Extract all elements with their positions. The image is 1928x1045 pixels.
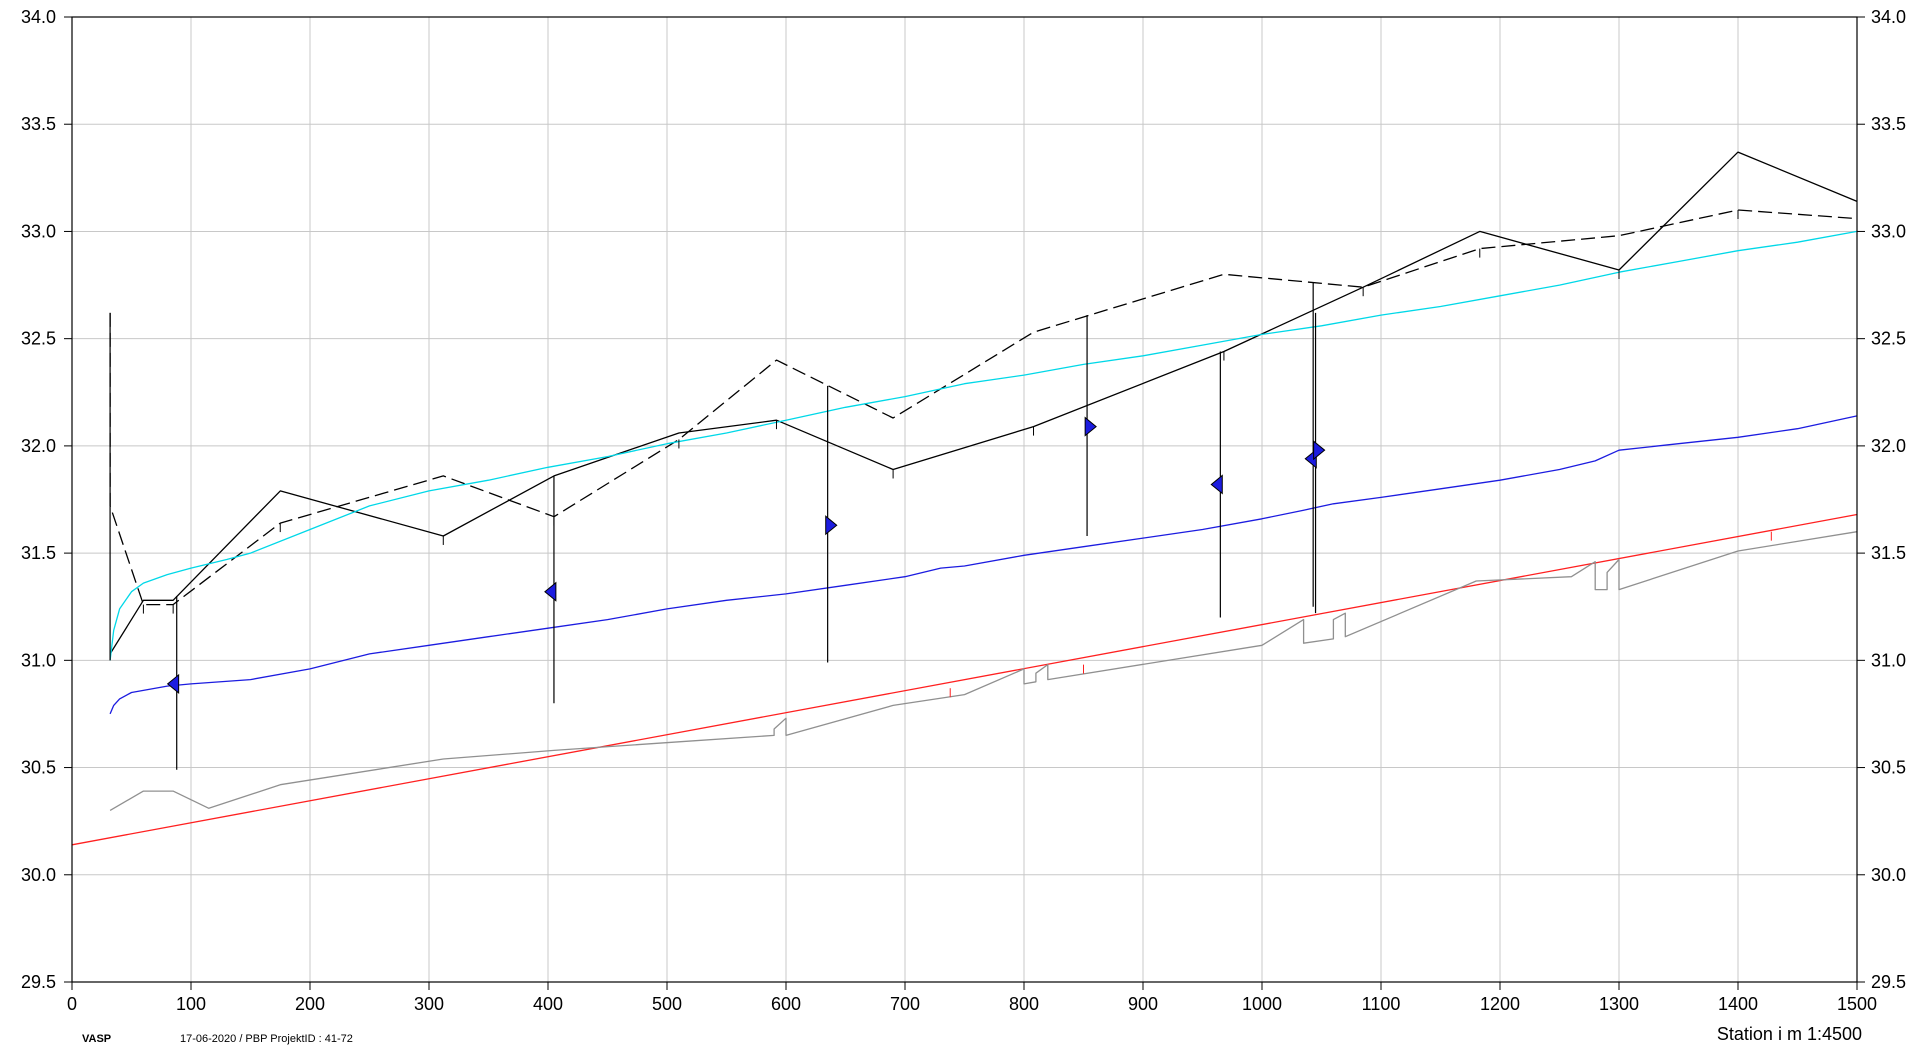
y-tick-label-left: 33.5 xyxy=(21,114,56,134)
footer-info-label: 17-06-2020 / PBP ProjektID : 41-72 xyxy=(180,1033,353,1045)
vertical-lines-group xyxy=(109,282,1317,770)
x-axis-title: Station i m 1:4500 xyxy=(1716,1024,1862,1044)
water-level-marker xyxy=(166,673,180,694)
series-terrain_solid xyxy=(109,151,1858,655)
x-tick-label: 1500 xyxy=(1837,994,1877,1014)
y-tick-label-left: 31.5 xyxy=(21,543,56,563)
y-tick-label-left: 29.5 xyxy=(21,972,56,992)
y-tick-label-right: 30.0 xyxy=(1871,865,1906,885)
y-tick-label-right: 30.5 xyxy=(1871,758,1906,778)
series-group xyxy=(71,151,1858,846)
y-tick-label-left: 32.5 xyxy=(21,329,56,349)
y-tick-label-right: 33.5 xyxy=(1871,114,1906,134)
y-tick-label-right: 31.5 xyxy=(1871,543,1906,563)
x-tick-label: 0 xyxy=(67,994,77,1014)
x-tick-label: 1000 xyxy=(1242,994,1282,1014)
y-tick-label-right: 34.0 xyxy=(1871,7,1906,27)
water-level-marker xyxy=(544,581,557,602)
y-tick-label-left: 30.0 xyxy=(21,865,56,885)
water-level-marker xyxy=(1313,440,1326,461)
y-tick-label-left: 34.0 xyxy=(21,7,56,27)
x-tick-label: 400 xyxy=(533,994,563,1014)
y-tick-label-right: 29.5 xyxy=(1871,972,1906,992)
x-tick-label: 1100 xyxy=(1362,994,1401,1014)
plot-border xyxy=(71,16,1858,983)
x-tick-label: 1300 xyxy=(1599,994,1639,1014)
y-tick-label-right: 31.0 xyxy=(1871,650,1906,670)
series-terrain_dashed xyxy=(109,209,1858,606)
x-tick-label: 500 xyxy=(652,994,682,1014)
x-tick-label: 800 xyxy=(1009,994,1039,1014)
y-tick-label-left: 33.0 xyxy=(21,221,56,241)
water-level-marker xyxy=(825,515,838,536)
y-tick-label-right: 32.0 xyxy=(1871,436,1906,456)
y-tick-label-left: 32.0 xyxy=(21,436,56,456)
series-blue_line xyxy=(109,415,1858,715)
series-gray_line xyxy=(109,531,1858,811)
x-tick-label: 700 xyxy=(890,994,920,1014)
x-tick-label: 200 xyxy=(295,994,325,1014)
series-cyan_line xyxy=(109,230,1858,661)
grid-lines xyxy=(72,17,1857,982)
y-tick-label-right: 33.0 xyxy=(1871,221,1906,241)
x-tick-label: 1400 xyxy=(1718,994,1758,1014)
axis-tick-labels: 0 100 200 300 400 500 600 700 800 900 1000 1100 1200… xyxy=(21,7,1906,1014)
water-level-marker xyxy=(1210,474,1223,495)
y-tick-label-left: 30.5 xyxy=(21,758,56,778)
x-tick-label: 1200 xyxy=(1480,994,1520,1014)
y-tick-label-left: 31.0 xyxy=(21,650,56,670)
y-tick-label-right: 32.5 xyxy=(1871,329,1906,349)
x-tick-label: 600 xyxy=(771,994,801,1014)
footer-software-label: VASP xyxy=(82,1033,112,1045)
series-red_line xyxy=(71,513,1858,846)
markers-group xyxy=(166,416,1326,694)
tick-marks-group xyxy=(142,210,1772,698)
x-tick-label: 900 xyxy=(1128,994,1158,1014)
x-tick-label: 100 xyxy=(176,994,206,1014)
plot-frame xyxy=(64,16,1865,990)
water-level-marker xyxy=(1084,416,1097,437)
x-tick-label: 300 xyxy=(414,994,444,1014)
